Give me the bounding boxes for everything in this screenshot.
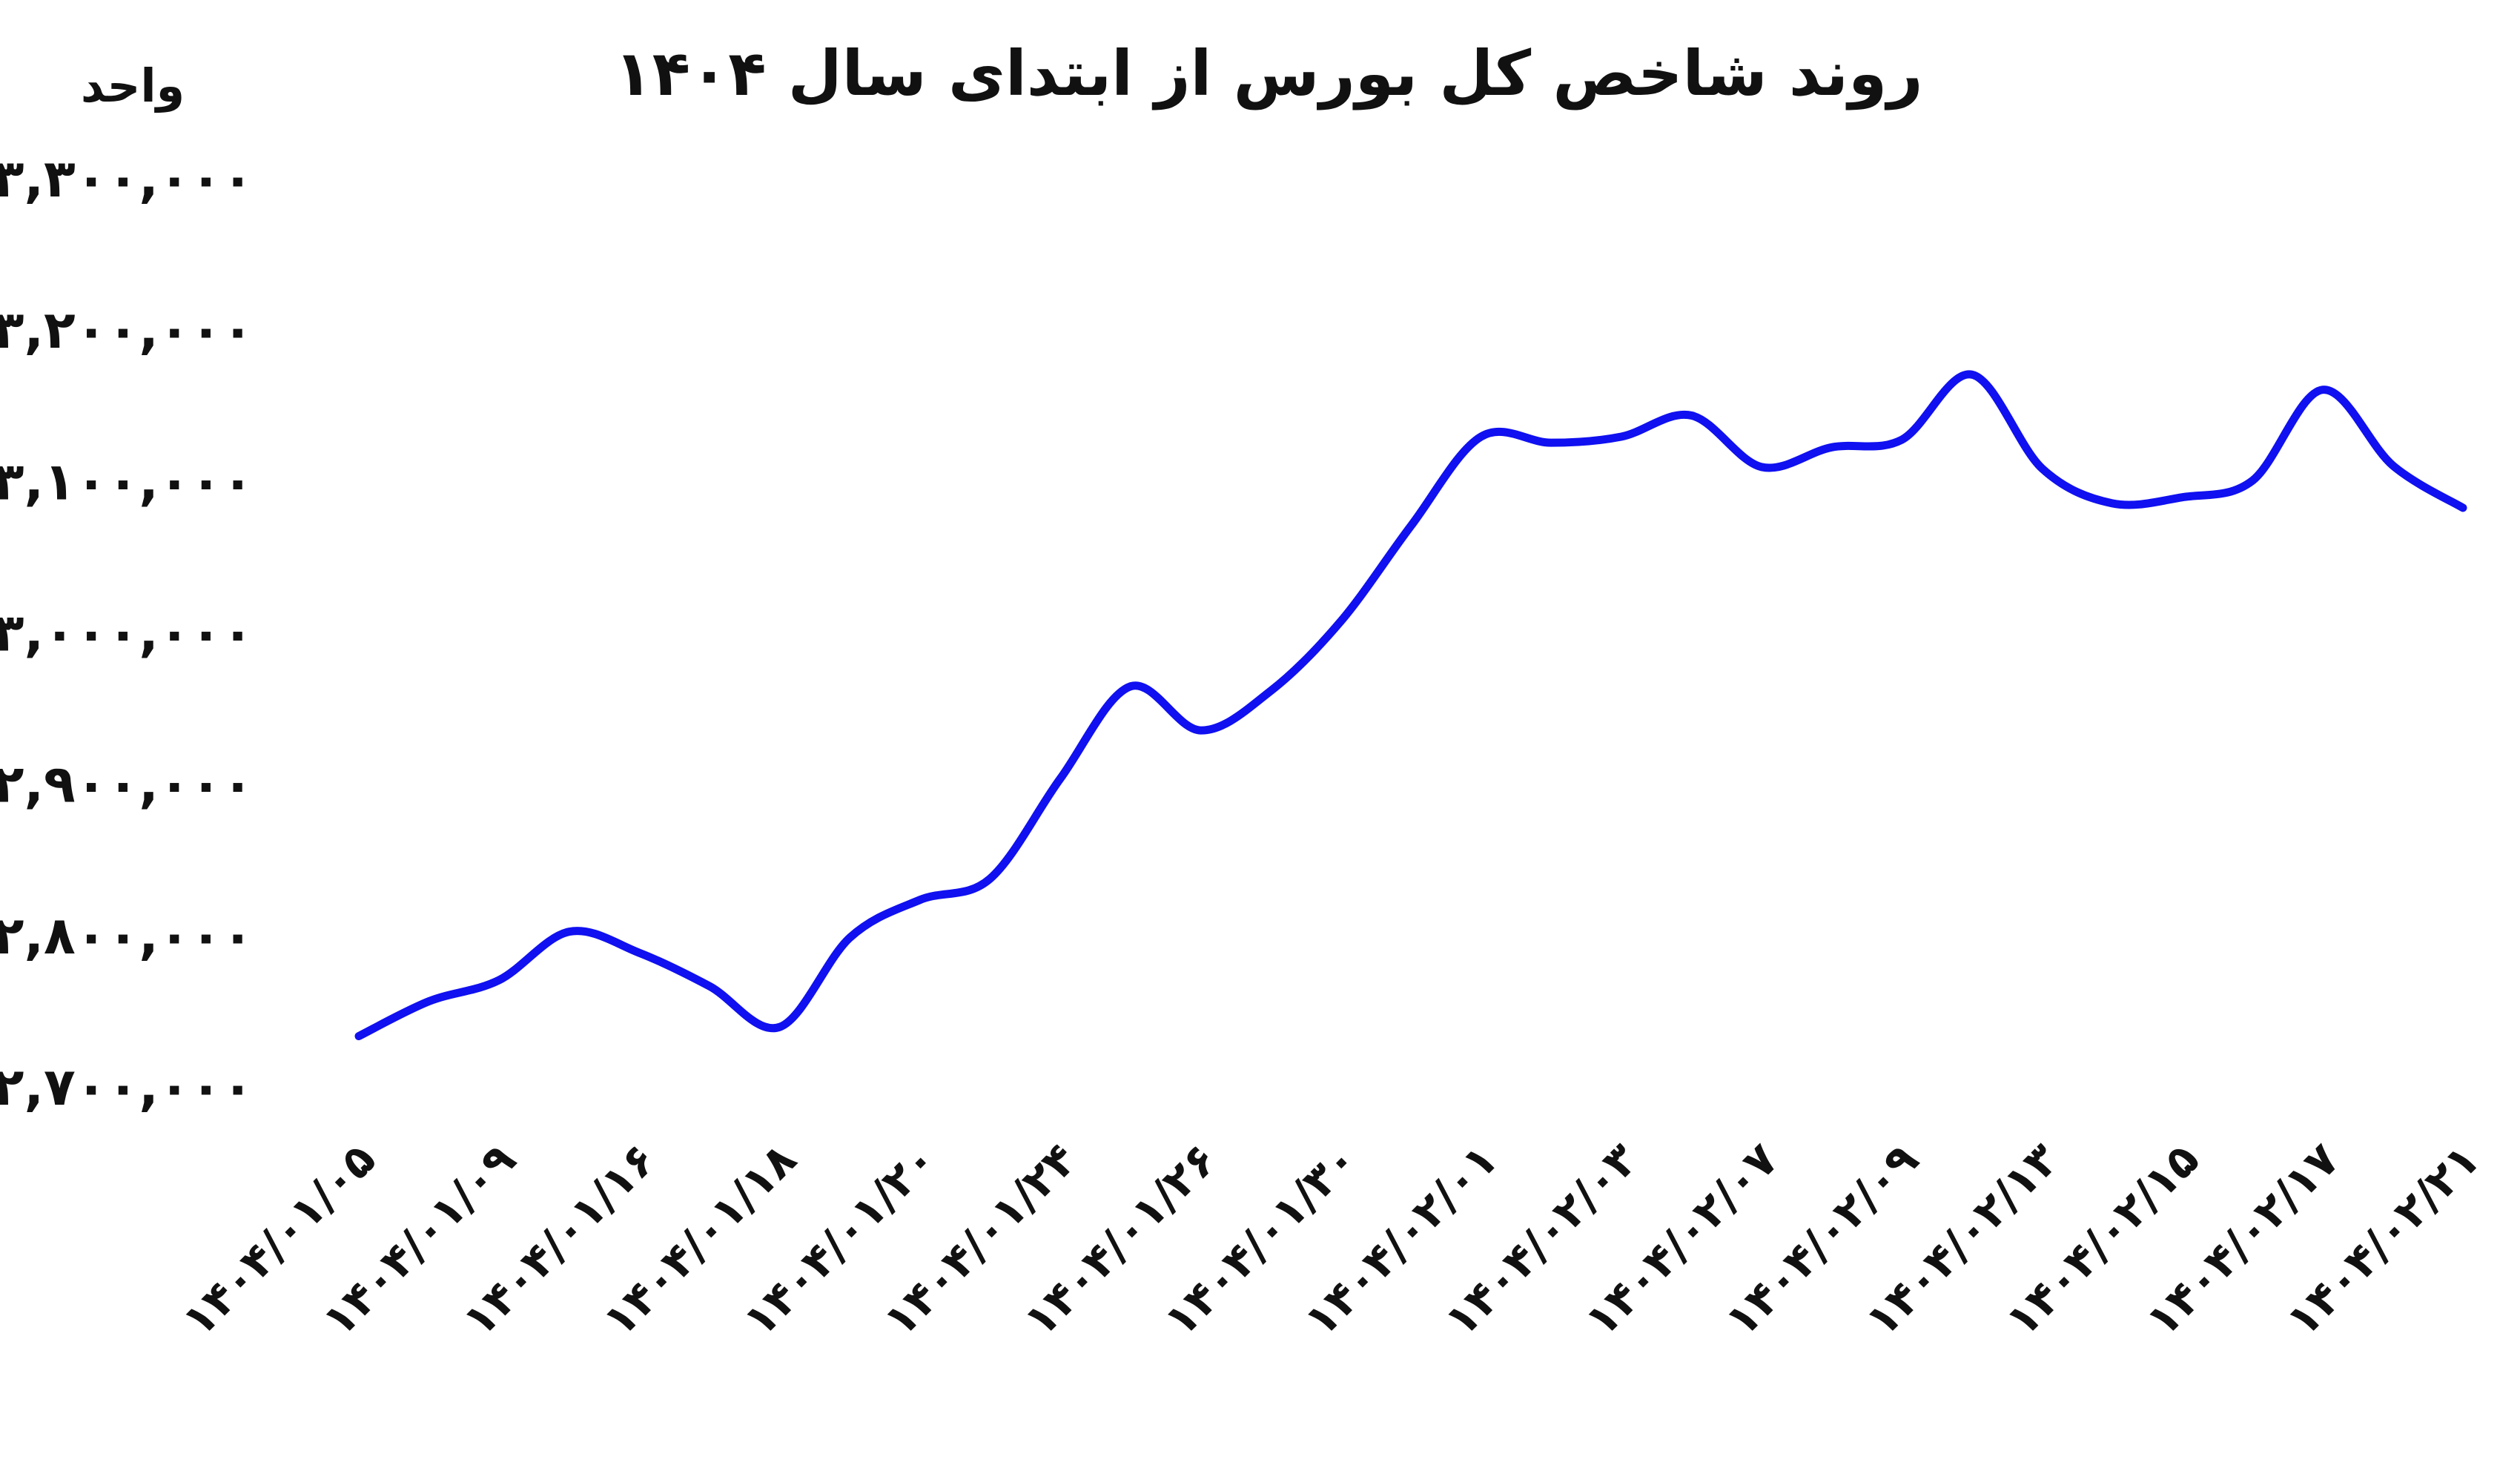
y-tick-label: ۳,۳۰۰,۰۰۰	[0, 148, 254, 209]
y-tick-label: ۳,۱۰۰,۰۰۰	[0, 451, 254, 512]
data-line	[354, 370, 2467, 1040]
y-tick-label: ۲,۷۰۰,۰۰۰	[0, 1057, 254, 1117]
y-tick-label: ۳,۰۰۰,۰۰۰	[0, 603, 254, 664]
chart-title: روند شاخص کل بورس از ابتدای سال ۱۴۰۴	[614, 37, 1922, 110]
y-axis-unit: واحد	[81, 59, 185, 113]
y-tick-label: ۲,۸۰۰,۰۰۰	[0, 905, 254, 966]
y-tick-label: ۲,۹۰۰,۰۰۰	[0, 754, 254, 815]
y-tick-label: ۳,۲۰۰,۰۰۰	[0, 300, 254, 360]
